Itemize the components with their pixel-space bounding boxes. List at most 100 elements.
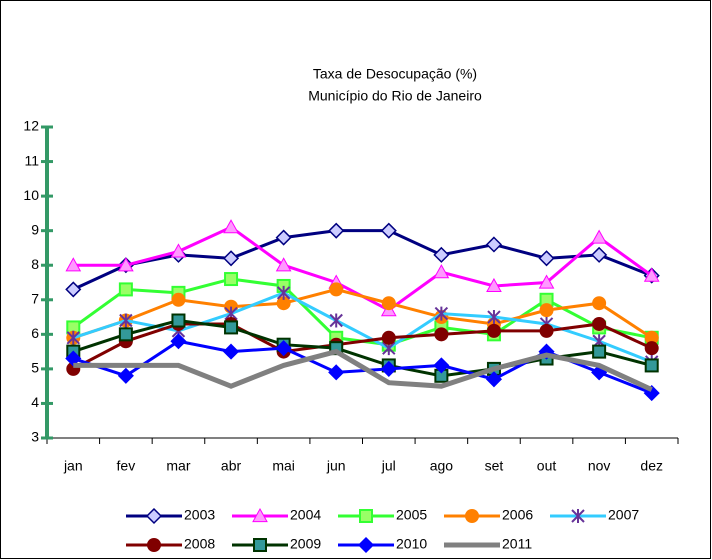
marker <box>643 267 660 282</box>
y-tick-label: 8 <box>31 256 39 272</box>
y-tick-label: 10 <box>23 187 39 203</box>
legend-label: 2008 <box>184 536 215 552</box>
x-tick-label: abr <box>221 458 242 474</box>
marker <box>224 272 239 287</box>
marker <box>276 285 291 300</box>
x-tick-label: nov <box>588 458 611 474</box>
marker <box>381 296 396 311</box>
marker <box>328 364 345 381</box>
marker <box>117 367 134 384</box>
legend-label: 2004 <box>290 507 321 523</box>
marker <box>539 303 554 318</box>
marker <box>644 341 659 356</box>
legend-label: 2003 <box>184 507 215 523</box>
legend-label: 2009 <box>290 536 321 552</box>
marker <box>486 323 501 338</box>
marker <box>592 316 607 331</box>
x-tick-label: mai <box>272 458 295 474</box>
y-tick-label: 3 <box>31 429 39 445</box>
marker <box>591 229 607 244</box>
marker <box>252 507 268 523</box>
marker <box>644 330 659 345</box>
marker <box>147 538 161 552</box>
marker <box>253 538 267 552</box>
marker <box>329 313 343 328</box>
chart-subtitle: Município do Rio de Janeiro <box>308 88 482 104</box>
x-tick-label: jun <box>326 458 346 474</box>
marker <box>145 507 163 525</box>
marker <box>538 250 555 267</box>
marker <box>118 282 133 297</box>
marker <box>65 257 82 272</box>
marker <box>485 236 503 253</box>
marker <box>433 246 450 263</box>
marker <box>485 371 503 388</box>
marker <box>171 313 186 328</box>
marker <box>118 257 134 272</box>
x-tick-label: ago <box>430 458 454 474</box>
y-tick-label: 12 <box>23 118 39 134</box>
marker <box>170 243 187 258</box>
marker <box>592 344 607 359</box>
x-tick-label: mar <box>166 458 190 474</box>
marker <box>486 277 502 293</box>
marker <box>118 327 133 342</box>
series-line <box>72 322 653 371</box>
marker <box>65 281 82 298</box>
series-line <box>72 229 653 291</box>
marker <box>644 358 659 373</box>
marker <box>276 296 291 311</box>
marker <box>380 222 397 239</box>
marker <box>222 343 240 360</box>
marker <box>592 296 607 311</box>
marker <box>433 264 450 279</box>
series-line <box>73 348 653 392</box>
x-tick-label: set <box>485 458 504 474</box>
y-tick-label: 9 <box>31 221 39 237</box>
marker <box>434 306 449 321</box>
marker <box>222 250 240 267</box>
marker <box>381 330 396 345</box>
legend-label: 2005 <box>396 507 427 523</box>
marker <box>539 323 554 338</box>
chart-title: Taxa de Desocupação (%) <box>313 66 477 82</box>
series-line <box>72 287 653 340</box>
marker <box>328 222 345 239</box>
marker <box>538 274 555 289</box>
y-tick-label: 6 <box>31 325 39 341</box>
marker <box>487 310 501 325</box>
legend-label: 2011 <box>502 536 532 552</box>
y-tick-label: 7 <box>31 290 39 306</box>
y-tick-label: 5 <box>31 360 39 376</box>
legend-label: 2007 <box>608 507 639 523</box>
marker <box>224 320 239 335</box>
x-tick-label: jul <box>381 458 396 474</box>
marker <box>223 219 239 234</box>
legend-label: 2010 <box>396 536 427 552</box>
series <box>73 348 653 392</box>
x-tick-label: dez <box>640 458 663 474</box>
marker <box>380 360 397 377</box>
marker <box>66 330 80 345</box>
x-tick-label: out <box>537 458 557 474</box>
marker <box>465 509 479 523</box>
marker <box>329 282 344 297</box>
marker <box>275 340 292 357</box>
x-tick-label: jan <box>63 458 83 474</box>
marker <box>433 357 450 374</box>
x-tick-label: fev <box>117 458 136 474</box>
y-tick-label: 4 <box>31 394 39 410</box>
marker <box>275 257 292 272</box>
series-line <box>72 291 653 364</box>
marker <box>275 229 292 246</box>
legend-label: 2006 <box>502 507 533 523</box>
marker <box>434 327 449 342</box>
marker <box>119 313 133 328</box>
marker <box>170 333 187 350</box>
marker <box>359 509 373 523</box>
y-tick-label: 11 <box>24 152 39 168</box>
marker <box>357 536 375 554</box>
marker <box>591 246 608 263</box>
